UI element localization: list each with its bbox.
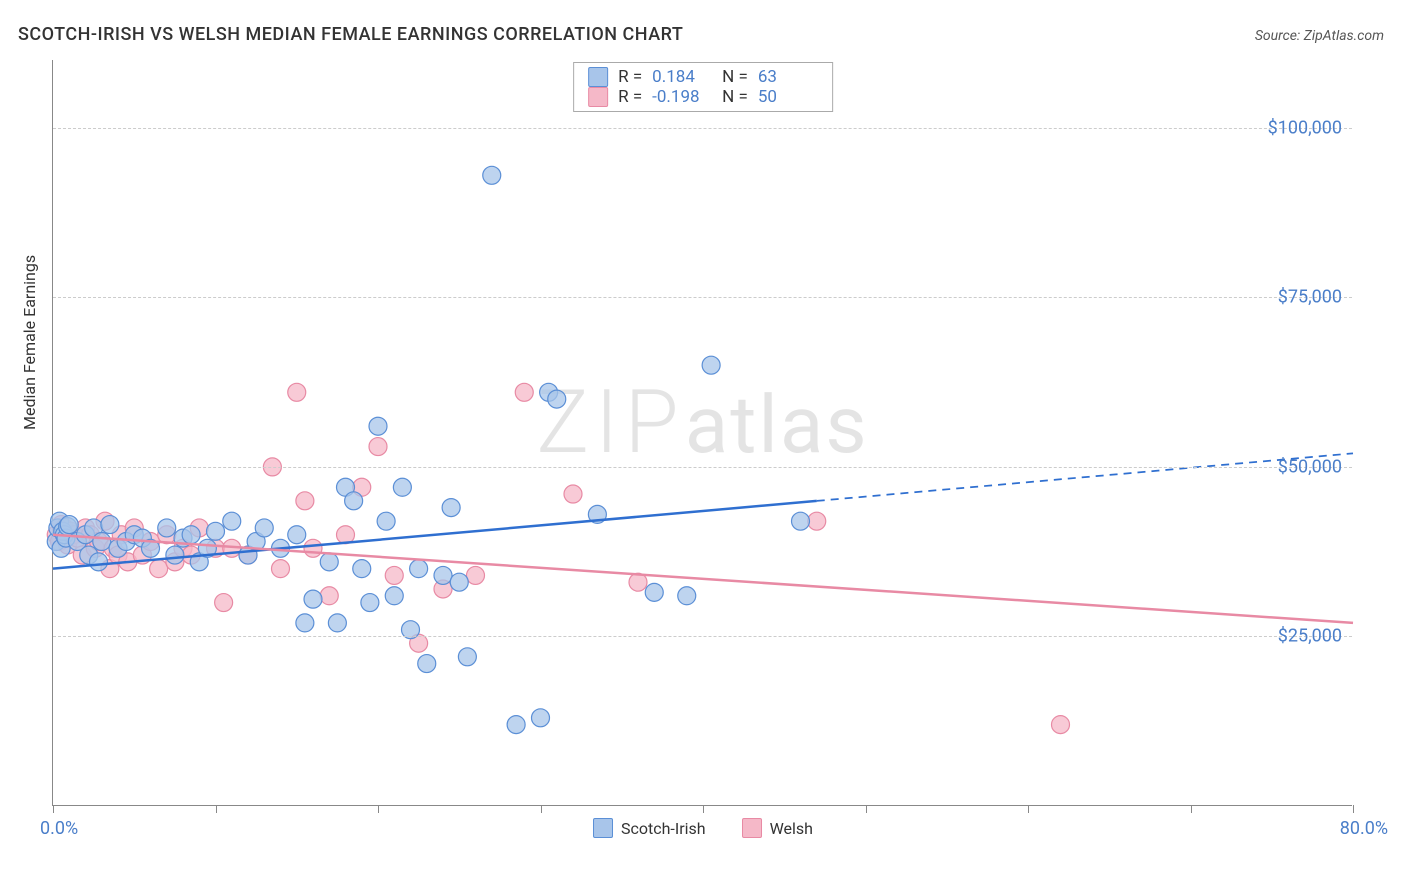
legend-item-welsh: Welsh <box>742 818 813 838</box>
x-tick <box>216 805 217 813</box>
x-tick <box>866 805 867 813</box>
data-point-scotch_irish <box>223 512 241 530</box>
data-point-scotch_irish <box>385 587 403 605</box>
legend-bottom: Scotch-Irish Welsh <box>593 818 813 838</box>
x-tick <box>1191 805 1192 813</box>
chart-title: SCOTCH-IRISH VS WELSH MEDIAN FEMALE EARN… <box>18 24 683 45</box>
r-label: R = <box>618 87 642 107</box>
swatch-welsh <box>742 818 762 838</box>
x-axis-max-label: 80.0% <box>1340 818 1388 839</box>
data-point-scotch_irish <box>296 614 314 632</box>
data-point-scotch_irish <box>353 560 371 578</box>
r-label: R = <box>618 67 642 87</box>
legend-label: Welsh <box>770 819 813 838</box>
data-point-scotch_irish <box>548 390 566 408</box>
legend-item-scotch-irish: Scotch-Irish <box>593 818 706 838</box>
swatch-scotch-irish <box>593 818 613 838</box>
data-point-scotch_irish <box>288 526 306 544</box>
data-point-welsh <box>272 560 290 578</box>
x-axis-min-label: 0.0% <box>40 818 78 839</box>
data-point-scotch_irish <box>90 553 108 571</box>
data-point-scotch_irish <box>101 516 119 534</box>
x-tick <box>541 805 542 813</box>
data-point-welsh <box>1052 716 1070 734</box>
source-name: ZipAtlas.com <box>1304 28 1384 44</box>
swatch-scotch-irish <box>588 67 608 87</box>
y-axis-title: Median Female Earnings <box>20 255 39 430</box>
x-tick <box>1028 805 1029 813</box>
data-point-scotch_irish <box>93 533 111 551</box>
data-point-scotch_irish <box>450 573 468 591</box>
grid-line <box>53 467 1352 468</box>
data-point-scotch_irish <box>320 553 338 571</box>
data-point-scotch_irish <box>792 512 810 530</box>
n-value-scotch-irish: 63 <box>758 67 818 87</box>
data-point-welsh <box>296 492 314 510</box>
data-point-welsh <box>564 485 582 503</box>
legend-label: Scotch-Irish <box>621 819 706 838</box>
trend-line-dashed-scotch_irish <box>817 453 1353 501</box>
data-point-scotch_irish <box>60 516 78 534</box>
data-point-welsh <box>808 512 826 530</box>
data-point-scotch_irish <box>410 560 428 578</box>
data-point-scotch_irish <box>442 499 460 517</box>
x-tick <box>378 805 379 813</box>
data-point-scotch_irish <box>458 648 476 666</box>
data-point-welsh <box>369 438 387 456</box>
plot-area: ZIPatlas $25,000$50,000$75,000$100,000 <box>52 60 1352 806</box>
y-tick-label: $50,000 <box>1278 456 1342 477</box>
y-tick-label: $25,000 <box>1278 626 1342 647</box>
data-point-scotch_irish <box>483 166 501 184</box>
data-point-scotch_irish <box>434 566 452 584</box>
r-value-welsh: -0.198 <box>652 87 712 107</box>
data-point-scotch_irish <box>345 492 363 510</box>
x-tick <box>1353 805 1354 813</box>
data-point-scotch_irish <box>645 583 663 601</box>
trend-line-welsh <box>53 535 1353 623</box>
data-point-scotch_irish <box>393 478 411 496</box>
data-point-scotch_irish <box>182 526 200 544</box>
x-tick <box>53 805 54 813</box>
data-point-scotch_irish <box>418 655 436 673</box>
data-point-scotch_irish <box>507 716 525 734</box>
data-point-welsh <box>150 560 168 578</box>
n-value-welsh: 50 <box>758 87 818 107</box>
r-value-scotch-irish: 0.184 <box>652 67 712 87</box>
x-tick <box>703 805 704 813</box>
source-attribution: Source: ZipAtlas.com <box>1255 28 1384 44</box>
data-point-scotch_irish <box>361 594 379 612</box>
data-point-welsh <box>215 594 233 612</box>
data-point-scotch_irish <box>702 356 720 374</box>
data-point-scotch_irish <box>207 522 225 540</box>
data-point-welsh <box>288 383 306 401</box>
data-point-welsh <box>304 539 322 557</box>
data-point-scotch_irish <box>328 614 346 632</box>
grid-line <box>53 128 1352 129</box>
n-label: N = <box>722 87 748 107</box>
data-point-scotch_irish <box>158 519 176 537</box>
swatch-welsh <box>588 87 608 107</box>
stats-row-welsh: R = -0.198 N = 50 <box>588 87 818 107</box>
chart-svg <box>53 60 1352 805</box>
y-tick-label: $75,000 <box>1278 287 1342 308</box>
grid-line <box>53 297 1352 298</box>
data-point-scotch_irish <box>678 587 696 605</box>
data-point-scotch_irish <box>532 709 550 727</box>
y-tick-label: $100,000 <box>1268 117 1342 138</box>
grid-line <box>53 636 1352 637</box>
data-point-welsh <box>515 383 533 401</box>
n-label: N = <box>722 67 748 87</box>
data-point-welsh <box>385 566 403 584</box>
data-point-scotch_irish <box>377 512 395 530</box>
stats-legend-box: R = 0.184 N = 63 R = -0.198 N = 50 <box>573 62 833 112</box>
stats-row-scotch-irish: R = 0.184 N = 63 <box>588 67 818 87</box>
data-point-scotch_irish <box>255 519 273 537</box>
data-point-scotch_irish <box>166 546 184 564</box>
data-point-scotch_irish <box>304 590 322 608</box>
data-point-welsh <box>320 587 338 605</box>
source-prefix: Source: <box>1255 28 1304 44</box>
data-point-scotch_irish <box>369 417 387 435</box>
data-point-welsh <box>467 566 485 584</box>
